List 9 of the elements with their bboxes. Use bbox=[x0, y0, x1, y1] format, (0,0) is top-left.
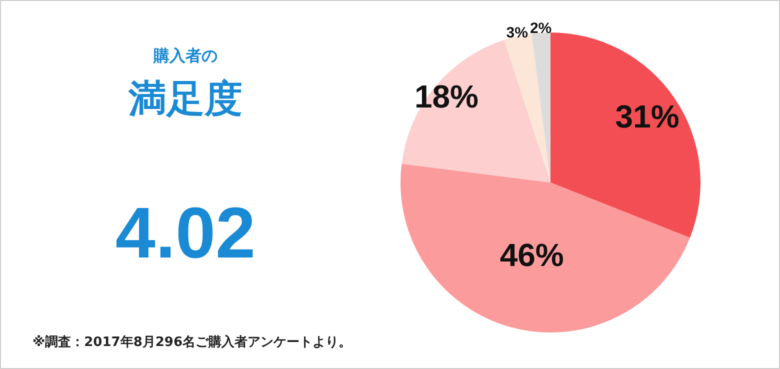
data-label: 31% bbox=[615, 98, 680, 135]
text: 4.02 bbox=[115, 194, 256, 274]
text: 満足度 bbox=[128, 76, 242, 120]
text: 購入者の bbox=[152, 46, 218, 65]
data-label: 3% bbox=[506, 24, 528, 42]
data-label: 2% bbox=[530, 20, 552, 37]
text: ※調査：2017年8月296名ご購入者アンケートより。 bbox=[32, 334, 352, 350]
data-label: 46% bbox=[500, 237, 564, 274]
data-label: 18% bbox=[414, 78, 479, 114]
